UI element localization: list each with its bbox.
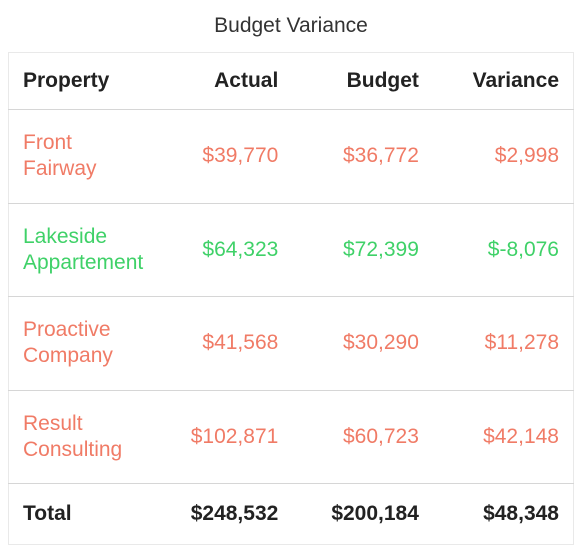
col-header-budget: Budget xyxy=(292,53,433,110)
variance-table: Property Actual Budget Variance Front Fa… xyxy=(8,52,574,545)
col-header-actual: Actual xyxy=(157,53,292,110)
cell-budget: $72,399 xyxy=(292,203,433,297)
cell-budget: $60,723 xyxy=(292,390,433,484)
cell-actual: $64,323 xyxy=(157,203,292,297)
col-header-variance: Variance xyxy=(433,53,574,110)
card-title: Budget Variance xyxy=(8,14,574,38)
cell-property: Front Fairway xyxy=(9,110,158,204)
cell-property: Lakeside Appartement xyxy=(9,203,158,297)
cell-actual: $41,568 xyxy=(157,297,292,391)
total-actual: $248,532 xyxy=(157,484,292,545)
cell-variance: $-8,076 xyxy=(433,203,574,297)
table-row: Front Fairway $39,770 $36,772 $2,998 xyxy=(9,110,574,204)
budget-variance-card: Budget Variance Property Actual Budget V… xyxy=(0,0,582,559)
total-label: Total xyxy=(9,484,158,545)
cell-budget: $36,772 xyxy=(292,110,433,204)
table-row: Result Consulting $102,871 $60,723 $42,1… xyxy=(9,390,574,484)
table-row: Lakeside Appartement $64,323 $72,399 $-8… xyxy=(9,203,574,297)
cell-property: Result Consulting xyxy=(9,390,158,484)
cell-actual: $102,871 xyxy=(157,390,292,484)
total-budget: $200,184 xyxy=(292,484,433,545)
table-header-row: Property Actual Budget Variance xyxy=(9,53,574,110)
cell-variance: $11,278 xyxy=(433,297,574,391)
cell-variance: $42,148 xyxy=(433,390,574,484)
table-total-row: Total $248,532 $200,184 $48,348 xyxy=(9,484,574,545)
cell-variance: $2,998 xyxy=(433,110,574,204)
cell-actual: $39,770 xyxy=(157,110,292,204)
cell-property: Proactive Company xyxy=(9,297,158,391)
col-header-property: Property xyxy=(9,53,158,110)
table-row: Proactive Company $41,568 $30,290 $11,27… xyxy=(9,297,574,391)
cell-budget: $30,290 xyxy=(292,297,433,391)
total-variance: $48,348 xyxy=(433,484,574,545)
